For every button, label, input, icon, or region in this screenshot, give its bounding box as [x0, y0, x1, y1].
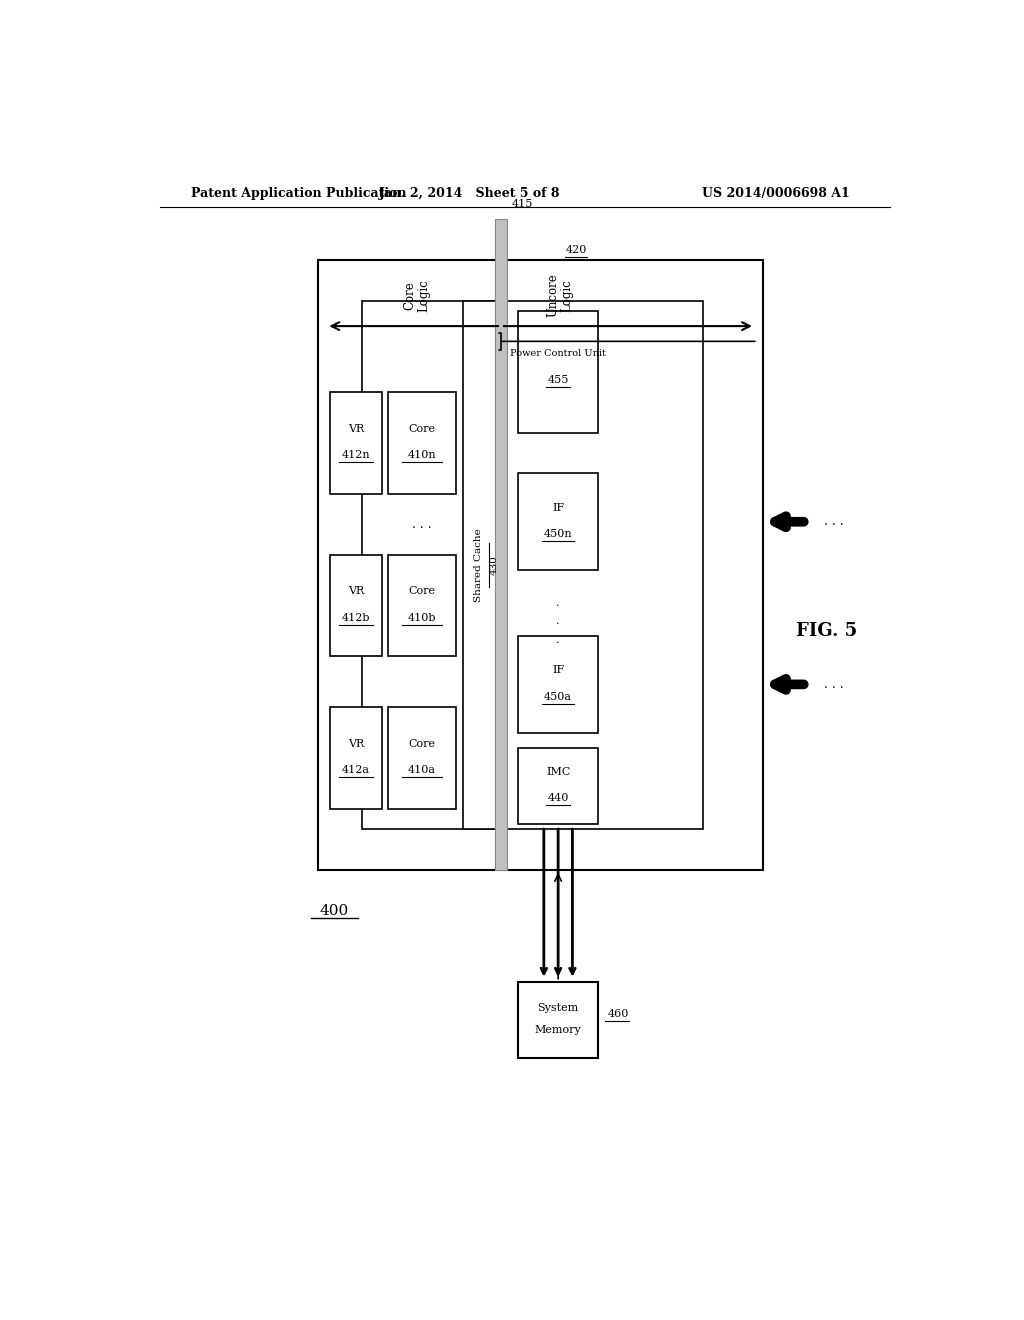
Text: IF: IF — [552, 665, 564, 675]
Text: 450n: 450n — [544, 529, 572, 539]
Text: 410n: 410n — [408, 450, 436, 461]
Bar — [518, 636, 598, 733]
Text: Core: Core — [409, 424, 435, 434]
Text: 412b: 412b — [342, 612, 371, 623]
Text: VR: VR — [348, 424, 365, 434]
Text: 440: 440 — [548, 793, 568, 804]
Text: Shared Cache: Shared Cache — [474, 528, 483, 602]
Text: Core: Core — [409, 739, 435, 748]
Text: US 2014/0006698 A1: US 2014/0006698 A1 — [702, 187, 850, 201]
Bar — [318, 260, 763, 870]
Text: 410b: 410b — [408, 612, 436, 623]
Text: . . .: . . . — [413, 517, 432, 531]
Bar — [518, 982, 598, 1057]
Text: .: . — [556, 635, 560, 644]
Bar — [495, 219, 507, 870]
Text: . . .: . . . — [824, 515, 844, 528]
Bar — [518, 312, 598, 433]
Text: Uncore: Uncore — [546, 273, 559, 318]
Text: 450a: 450a — [544, 692, 572, 702]
Text: Core: Core — [403, 281, 416, 310]
Text: 420: 420 — [565, 246, 587, 255]
Bar — [518, 748, 598, 824]
Text: VR: VR — [348, 586, 365, 597]
Text: Core: Core — [409, 586, 435, 597]
Text: VR: VR — [348, 739, 365, 748]
Text: .: . — [556, 616, 560, 627]
Text: 415: 415 — [512, 199, 534, 209]
Bar — [463, 301, 507, 829]
Text: .: . — [556, 598, 560, 609]
Text: 412a: 412a — [342, 766, 370, 775]
Text: Logic: Logic — [560, 280, 573, 312]
Bar — [331, 554, 382, 656]
Text: Patent Application Publication: Patent Application Publication — [191, 187, 407, 201]
Text: 455: 455 — [548, 375, 568, 385]
Text: 412n: 412n — [342, 450, 371, 461]
Text: Jan. 2, 2014   Sheet 5 of 8: Jan. 2, 2014 Sheet 5 of 8 — [379, 187, 560, 201]
Text: Power Control Unit: Power Control Unit — [510, 348, 606, 358]
Text: FIG. 5: FIG. 5 — [796, 622, 857, 640]
Bar — [331, 708, 382, 809]
Bar — [518, 474, 598, 570]
Bar — [388, 554, 456, 656]
Text: 410a: 410a — [408, 766, 436, 775]
Text: Logic: Logic — [418, 280, 430, 312]
Text: 460: 460 — [607, 1008, 629, 1019]
Text: . . .: . . . — [824, 678, 844, 690]
Text: Memory: Memory — [535, 1024, 582, 1035]
Bar — [331, 392, 382, 494]
Text: 400: 400 — [319, 903, 349, 917]
Bar — [388, 708, 456, 809]
Bar — [388, 392, 456, 494]
Text: 430: 430 — [489, 554, 499, 576]
Bar — [362, 301, 703, 829]
Text: System: System — [538, 1003, 579, 1012]
Text: IF: IF — [552, 503, 564, 512]
Text: IMC: IMC — [546, 767, 570, 776]
